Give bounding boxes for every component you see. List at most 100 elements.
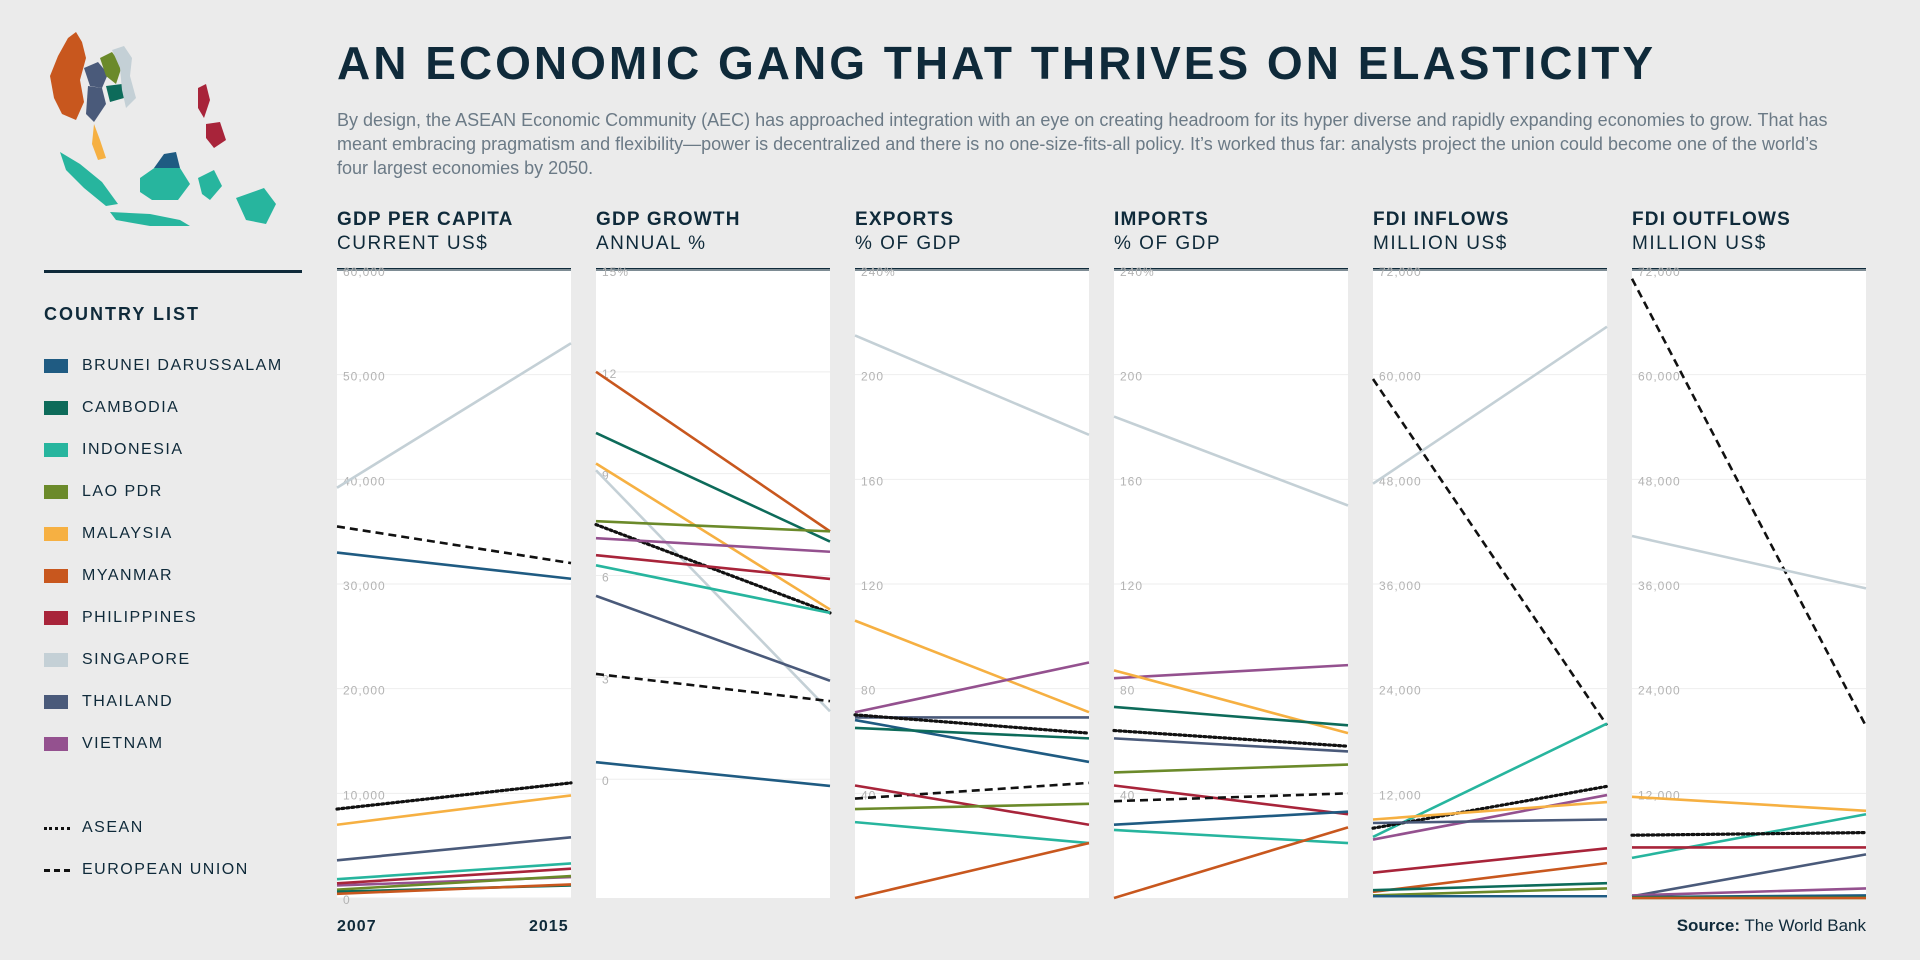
legend-label: SINGAPORE [82, 651, 191, 668]
legend-swatch [44, 695, 68, 709]
panel-title: GDP PER CAPITA [337, 209, 514, 230]
series-line-indonesia [854, 820, 1090, 845]
source-label: Source: [1676, 916, 1740, 935]
series-line-malaysia [336, 794, 572, 827]
legend-item-thailand: THAILAND [44, 692, 173, 712]
panel-title: GDP GROWTH [596, 209, 741, 230]
chart-panel-4: 72,000 60,000 48,000 36,000 24,000 12,000 [1371, 265, 1609, 898]
series-line-asean [1630, 830, 1868, 837]
source-text: The World Bank [1744, 916, 1866, 935]
series-line-myanmar [1372, 861, 1608, 894]
panel-unit: CURRENT US$ [337, 233, 489, 254]
legend-item-eu: EUROPEAN UNION [44, 860, 249, 880]
series-line-singapore [1631, 534, 1867, 590]
series-line-lao-pdr [854, 802, 1090, 811]
legend-label: INDONESIA [82, 441, 184, 458]
legend-swatch [44, 653, 68, 667]
legend-swatch [44, 611, 68, 625]
y-tick-label: 60,000 [1638, 370, 1681, 384]
y-tick-label: 120 [861, 579, 884, 593]
series-line-brunei-darussalam [1113, 810, 1349, 827]
legend-dotted-line [44, 826, 70, 830]
series-line-cambodia [854, 726, 1090, 740]
panel-head-exports: EXPORTS % OF GDP [855, 208, 1089, 256]
y-tick-label: 9 [602, 469, 610, 483]
series-line-indonesia [1372, 722, 1608, 839]
chart-panel-3: 240% 200 160 120 80 40 [1112, 265, 1350, 900]
panel-title: EXPORTS [855, 209, 955, 230]
panel-unit: MILLION US$ [1632, 233, 1767, 254]
legend-swatch [44, 401, 68, 415]
series-line-thailand [1631, 853, 1867, 898]
series-line-singapore [1113, 415, 1349, 507]
legend-swatch [44, 737, 68, 751]
y-tick-label: 0 [602, 774, 610, 788]
y-tick-label: 160 [861, 474, 884, 488]
series-line-malaysia [1631, 795, 1867, 813]
panel-title: IMPORTS [1114, 209, 1209, 230]
legend-item-lao: LAO PDR [44, 482, 163, 502]
y-tick-label: 72,000 [1379, 265, 1422, 279]
y-tick-label: 24,000 [1379, 684, 1422, 698]
legend-label: PHILIPPINES [82, 609, 198, 626]
series-line-vietnam [1113, 663, 1349, 680]
legend-label: MYANMAR [82, 567, 174, 584]
legend-swatch [44, 485, 68, 499]
y-tick-label: 30,000 [343, 579, 386, 593]
y-tick-label: 3 [602, 672, 610, 686]
panel-head-gdp-growth: GDP GROWTH ANNUAL % [596, 208, 830, 256]
series-line-european-union [336, 525, 572, 565]
y-tick-label: 160 [1120, 474, 1143, 488]
y-tick-label: 0 [343, 893, 351, 907]
legend-item-singapore: SINGAPORE [44, 650, 191, 670]
panel-head-imports: IMPORTS % OF GDP [1114, 208, 1348, 256]
series-line-lao-pdr [595, 519, 831, 533]
panel-head-fdi-inflows: FDI INFLOWS MILLION US$ [1373, 208, 1607, 256]
series-line-european-union [1113, 792, 1349, 803]
y-tick-label: 24,000 [1638, 684, 1681, 698]
series-line-brunei-darussalam [595, 760, 831, 788]
y-tick-label: 48,000 [1638, 474, 1681, 488]
series-line-cambodia [1113, 705, 1349, 727]
series-line-singapore [854, 334, 1090, 437]
y-tick-label: 240% [861, 265, 896, 279]
series-line-lao-pdr [336, 874, 572, 891]
series-line-philippines [1372, 846, 1608, 874]
legend-swatch [44, 527, 68, 541]
y-tick-label: 36,000 [1379, 579, 1422, 593]
panel-unit: % OF GDP [855, 233, 963, 254]
series-line-lao-pdr [1113, 763, 1349, 774]
series-line-brunei-darussalam [854, 718, 1090, 764]
series-line-malaysia [595, 462, 831, 611]
legend-item-malaysia: MALAYSIA [44, 524, 173, 544]
series-line-philippines [595, 553, 831, 581]
legend-label: MALAYSIA [82, 525, 173, 542]
y-tick-label: 40 [861, 788, 876, 802]
chart-panel-2: 240% 200 160 120 80 40 [853, 265, 1091, 900]
series-line-vietnam [1372, 793, 1608, 841]
series-line-vietnam [854, 661, 1090, 714]
panel-head-gdp-per-capita: GDP PER CAPITA CURRENT US$ [337, 208, 571, 256]
y-tick-label: 60,000 [1379, 370, 1422, 384]
panel-unit: ANNUAL % [596, 233, 707, 254]
series-line-asean [853, 713, 1091, 735]
year-start-label: 2007 [337, 918, 377, 935]
y-tick-label: 240% [1120, 265, 1155, 279]
legend-label: THAILAND [82, 693, 174, 710]
series-line-indonesia [336, 862, 572, 881]
y-tick-label: 20,000 [343, 684, 386, 698]
legend-item-asean: ASEAN [44, 818, 144, 838]
panel-unit: MILLION US$ [1373, 233, 1508, 254]
series-line-myanmar [336, 883, 572, 896]
series-line-philippines [1113, 784, 1349, 816]
year-end-label: 2015 [529, 918, 569, 935]
legend-label: BRUNEI DARUSSALAM [82, 357, 283, 374]
panel-head-fdi-outflows: FDI OUTFLOWS MILLION US$ [1632, 208, 1866, 256]
series-line-singapore [595, 469, 831, 713]
series-line-thailand [1113, 737, 1349, 753]
series-line-thailand [336, 835, 572, 862]
source-note: Source: The World Bank [1677, 916, 1866, 936]
